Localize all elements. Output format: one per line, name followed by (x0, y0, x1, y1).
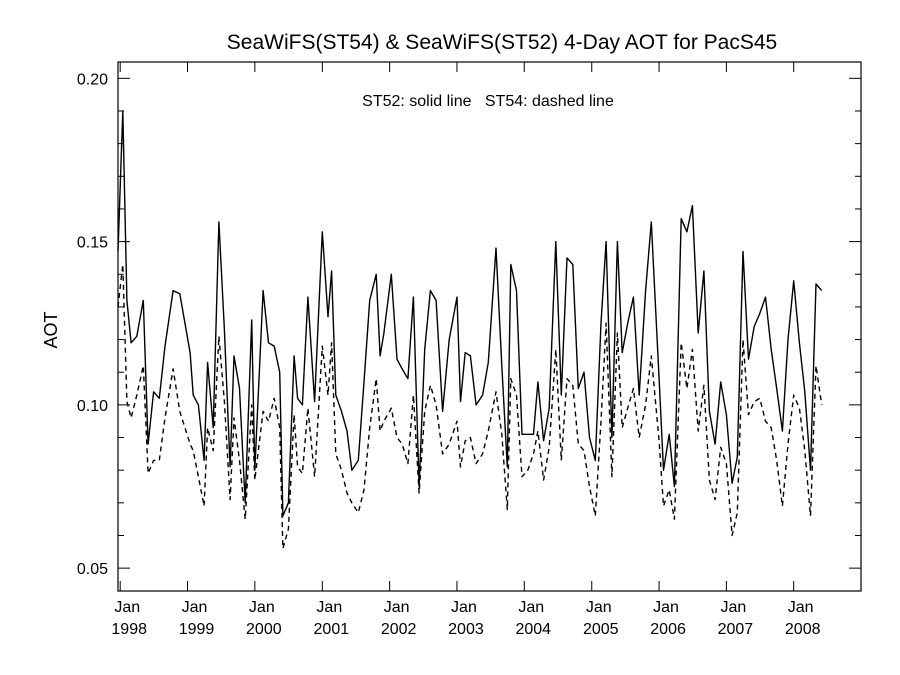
x-tick-month: Jan (451, 599, 477, 616)
x-tick-year: 2007 (718, 621, 754, 638)
x-tick-month: Jan (720, 599, 746, 616)
x-tick-year: 2004 (515, 621, 551, 638)
chart-title: SeaWiFS(ST54) & SeaWiFS(ST52) 4-Day AOT … (227, 31, 777, 54)
x-tick-month: Jan (182, 599, 208, 616)
x-tick-year: 2003 (448, 621, 484, 638)
series-line-dashed (117, 263, 823, 550)
y-tick-label: 0.15 (77, 235, 108, 252)
axis-ticks: 0.05 0.10 0.15 0.20 Jan 1998 Jan 1999 Jan 2000 Jan… (77, 62, 861, 638)
x-tick-year: 1999 (179, 621, 215, 638)
x-tick-year: 2002 (381, 621, 417, 638)
y-axis-label: AOT (41, 311, 61, 348)
x-tick-year: 2008 (785, 621, 821, 638)
x-tick-year: 2005 (583, 621, 619, 638)
x-tick-month: Jan (384, 599, 410, 616)
plot-frame (117, 61, 862, 592)
x-tick-year: 2001 (314, 621, 350, 638)
x-tick-month: Jan (653, 599, 679, 616)
x-tick-month: Jan (316, 599, 342, 616)
series-line-solid (117, 110, 823, 517)
y-tick-label: 0.20 (77, 71, 108, 88)
x-tick-month: Jan (249, 599, 275, 616)
series-style-note: ST52: solid line ST54: dashed line (362, 93, 614, 110)
x-tick-month: Jan (586, 599, 612, 616)
series-layer (117, 110, 823, 550)
x-tick-year: 2000 (246, 621, 282, 638)
x-tick-year: 2006 (650, 621, 686, 638)
x-tick-month: Jan (114, 599, 140, 616)
y-tick-label: 0.10 (77, 398, 108, 415)
y-tick-label: 0.05 (77, 561, 108, 578)
x-tick-month: Jan (518, 599, 544, 616)
x-tick-month: Jan (788, 599, 814, 616)
x-tick-year: 1998 (111, 621, 147, 638)
